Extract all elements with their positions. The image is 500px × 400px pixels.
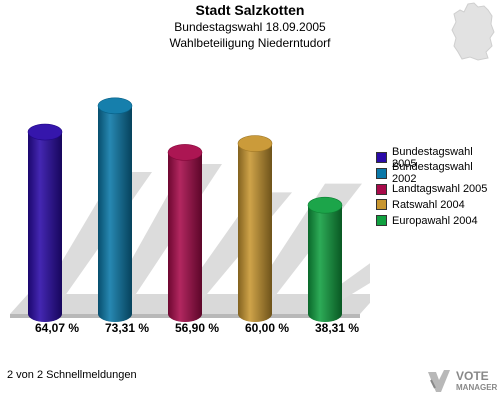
bar-chart: 64,07 % 73,31 % 56,90 % 60,00 % 38,31 %	[10, 97, 370, 335]
legend-item: Bundestagswahl 2005	[376, 146, 500, 170]
chart-title: Stadt Salzkotten	[195, 2, 305, 18]
bar-3	[167, 144, 203, 322]
legend-item: Landtagswahl 2005	[376, 182, 500, 197]
bar-value-label: 56,90 %	[175, 321, 219, 335]
legend-swatch	[376, 215, 387, 227]
logo-text-vote: VOTE	[456, 369, 489, 383]
chart-legend: Bundestagswahl 2005 Bundestagswahl 2002 La…	[376, 146, 500, 229]
bar-value-label: 73,31 %	[105, 321, 149, 335]
page-counter: 2 von 2 Schnellmeldungen	[7, 369, 137, 381]
bar-value-label: 60,00 %	[245, 321, 289, 335]
legend-label: Europawahl 2004	[392, 214, 478, 227]
bar-1	[27, 123, 63, 322]
legend-swatch	[376, 183, 387, 195]
vote-manager-logo: VOTE MANAGER	[424, 366, 498, 396]
bar-value-label: 64,07 %	[35, 321, 79, 335]
vote-manager-logo-icon	[428, 370, 450, 392]
bar-4	[237, 135, 273, 322]
logo-text-manager: MANAGER	[456, 383, 498, 392]
legend-swatch	[376, 167, 387, 179]
bar-value-label: 38,31 %	[315, 321, 359, 335]
legend-item: Bundestagswahl 2002	[376, 161, 500, 185]
legend-swatch	[376, 199, 387, 211]
legend-swatch	[376, 152, 387, 163]
chart-subtitle-turnout: Wahlbeteiligung Niederntudorf	[169, 36, 331, 50]
chart-subtitle-election: Bundestagswahl 18.09.2005	[174, 20, 326, 34]
bar-2	[97, 97, 133, 323]
legend-label: Ratswahl 2004	[392, 198, 465, 211]
legend-item: Ratswahl 2004	[376, 197, 500, 212]
bar-5	[307, 196, 343, 322]
legend-item: Europawahl 2004	[376, 213, 500, 228]
legend-label: Bundestagswahl 2002	[391, 161, 473, 186]
legend-label: Landtagswahl 2005	[392, 183, 488, 196]
germany-map-icon	[451, 2, 495, 61]
legend-label: Bundestagswahl 2005	[391, 145, 473, 170]
